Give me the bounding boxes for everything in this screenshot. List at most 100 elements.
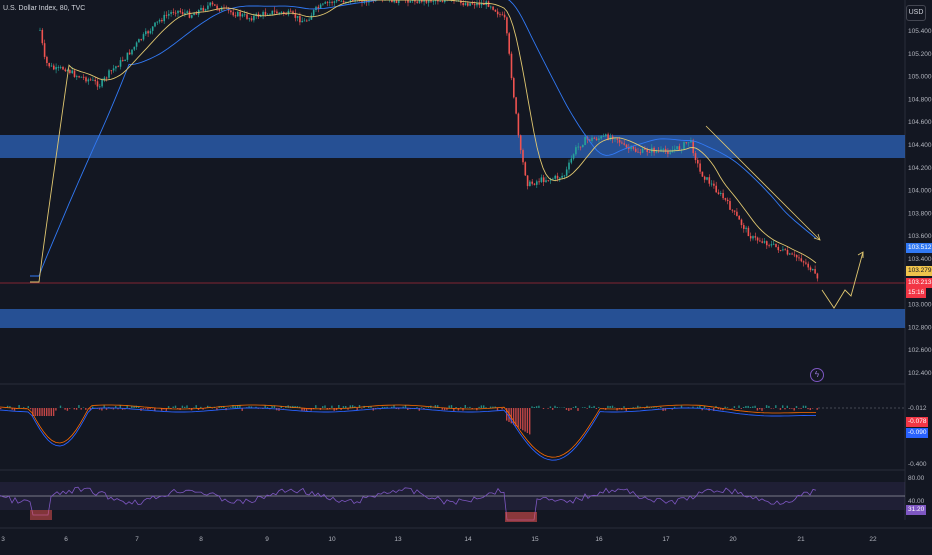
candle-body <box>343 1 345 2</box>
lightning-icon[interactable]: ϟ <box>810 368 824 382</box>
candle-body <box>131 50 133 55</box>
candle-body <box>727 200 729 201</box>
candle-body <box>798 257 800 258</box>
macd-bar <box>662 408 663 411</box>
candle-body <box>709 177 711 183</box>
macd-bar <box>534 407 535 408</box>
candle-body <box>536 181 538 184</box>
candle-body <box>433 1 435 2</box>
macd-bar <box>775 405 776 408</box>
macd-bar <box>596 408 597 409</box>
candle-body <box>706 177 708 180</box>
candle-body <box>444 1 446 3</box>
candle-body <box>462 3 464 5</box>
candle-body <box>276 12 278 14</box>
candle-body <box>752 236 754 238</box>
macd-bar <box>612 406 613 408</box>
macd-bar <box>610 406 611 408</box>
candle-body <box>637 152 639 153</box>
price-tick-label: 103.600 <box>908 233 932 240</box>
macd-bar <box>759 408 760 409</box>
candle-body <box>232 12 234 15</box>
candle-body <box>619 140 621 143</box>
macd-bar <box>451 405 452 408</box>
candle-body <box>244 14 246 15</box>
rsi-tick-label: 40.00 <box>908 498 925 505</box>
rsi-tick-label: 80.00 <box>908 475 925 482</box>
candle-body <box>566 170 568 176</box>
price-tick-label: 104.800 <box>908 96 932 103</box>
time-tick-label: 22 <box>869 536 877 543</box>
macd-bar <box>766 405 767 408</box>
macd-bar <box>145 408 146 409</box>
time-tick-label: 15 <box>531 536 539 543</box>
macd-bar <box>334 408 335 411</box>
macd-bar <box>584 407 585 408</box>
time-tick-label: 21 <box>797 536 805 543</box>
macd-bar <box>780 408 781 410</box>
macd-bar <box>485 407 486 408</box>
macd-bar <box>67 408 68 411</box>
macd-bar <box>74 408 75 409</box>
candle-body <box>65 69 67 71</box>
candle-body <box>582 145 584 147</box>
macd-bar <box>154 408 155 411</box>
macd-bar <box>550 406 551 408</box>
candle-body <box>552 179 554 180</box>
countdown-tag: 15:16 <box>906 288 926 298</box>
macd-bar <box>812 408 813 409</box>
candle-body <box>216 6 218 9</box>
candle-body <box>623 143 625 144</box>
candle-body <box>161 20 163 21</box>
candle-body <box>773 244 775 245</box>
macd-bar <box>92 406 93 408</box>
currency-button[interactable]: USD <box>906 5 926 21</box>
macd-bar <box>518 408 519 428</box>
candle-body <box>55 67 57 69</box>
macd-bar <box>573 407 574 408</box>
macd-bar <box>322 406 323 408</box>
candle-body <box>60 67 62 68</box>
candle-body <box>74 71 76 77</box>
macd-bar <box>175 406 176 408</box>
support-zone <box>0 309 905 328</box>
price-tick-label: 102.400 <box>908 370 932 377</box>
candle-body <box>720 193 722 194</box>
candle-body <box>163 15 165 21</box>
candle-body <box>442 1 444 2</box>
candle-body <box>732 210 734 211</box>
candle-body <box>200 8 202 10</box>
candle-body <box>150 31 152 33</box>
candle-body <box>508 33 510 53</box>
macd-bar <box>428 407 429 408</box>
price-tick-label: 105.400 <box>908 28 932 35</box>
candle-body <box>755 236 757 237</box>
candle-body <box>596 139 598 140</box>
macd-hist-tag: -0.090 <box>906 428 928 438</box>
candle-body <box>743 225 745 229</box>
candle-body <box>97 81 99 86</box>
candle-body <box>488 1 490 6</box>
candle-body <box>324 2 326 3</box>
macd-bar <box>538 406 539 408</box>
macd-bar <box>416 407 417 408</box>
signal-line <box>0 405 816 457</box>
candle-body <box>166 15 168 16</box>
candle-body <box>285 14 287 15</box>
candle-body <box>803 261 805 262</box>
resistance-zone <box>0 135 905 158</box>
macd-bar <box>30 408 31 409</box>
candle-body <box>674 149 676 150</box>
candle-body <box>274 11 276 12</box>
rsi-oversold-fill <box>505 512 537 522</box>
price-tick-label: 102.800 <box>908 324 932 331</box>
macd-bar <box>81 408 82 410</box>
macd-bar <box>69 408 70 409</box>
candle-body <box>646 150 648 152</box>
candle-body <box>787 250 789 255</box>
macd-bar <box>0 408 1 409</box>
candle-body <box>106 78 108 79</box>
candle-body <box>640 152 642 153</box>
